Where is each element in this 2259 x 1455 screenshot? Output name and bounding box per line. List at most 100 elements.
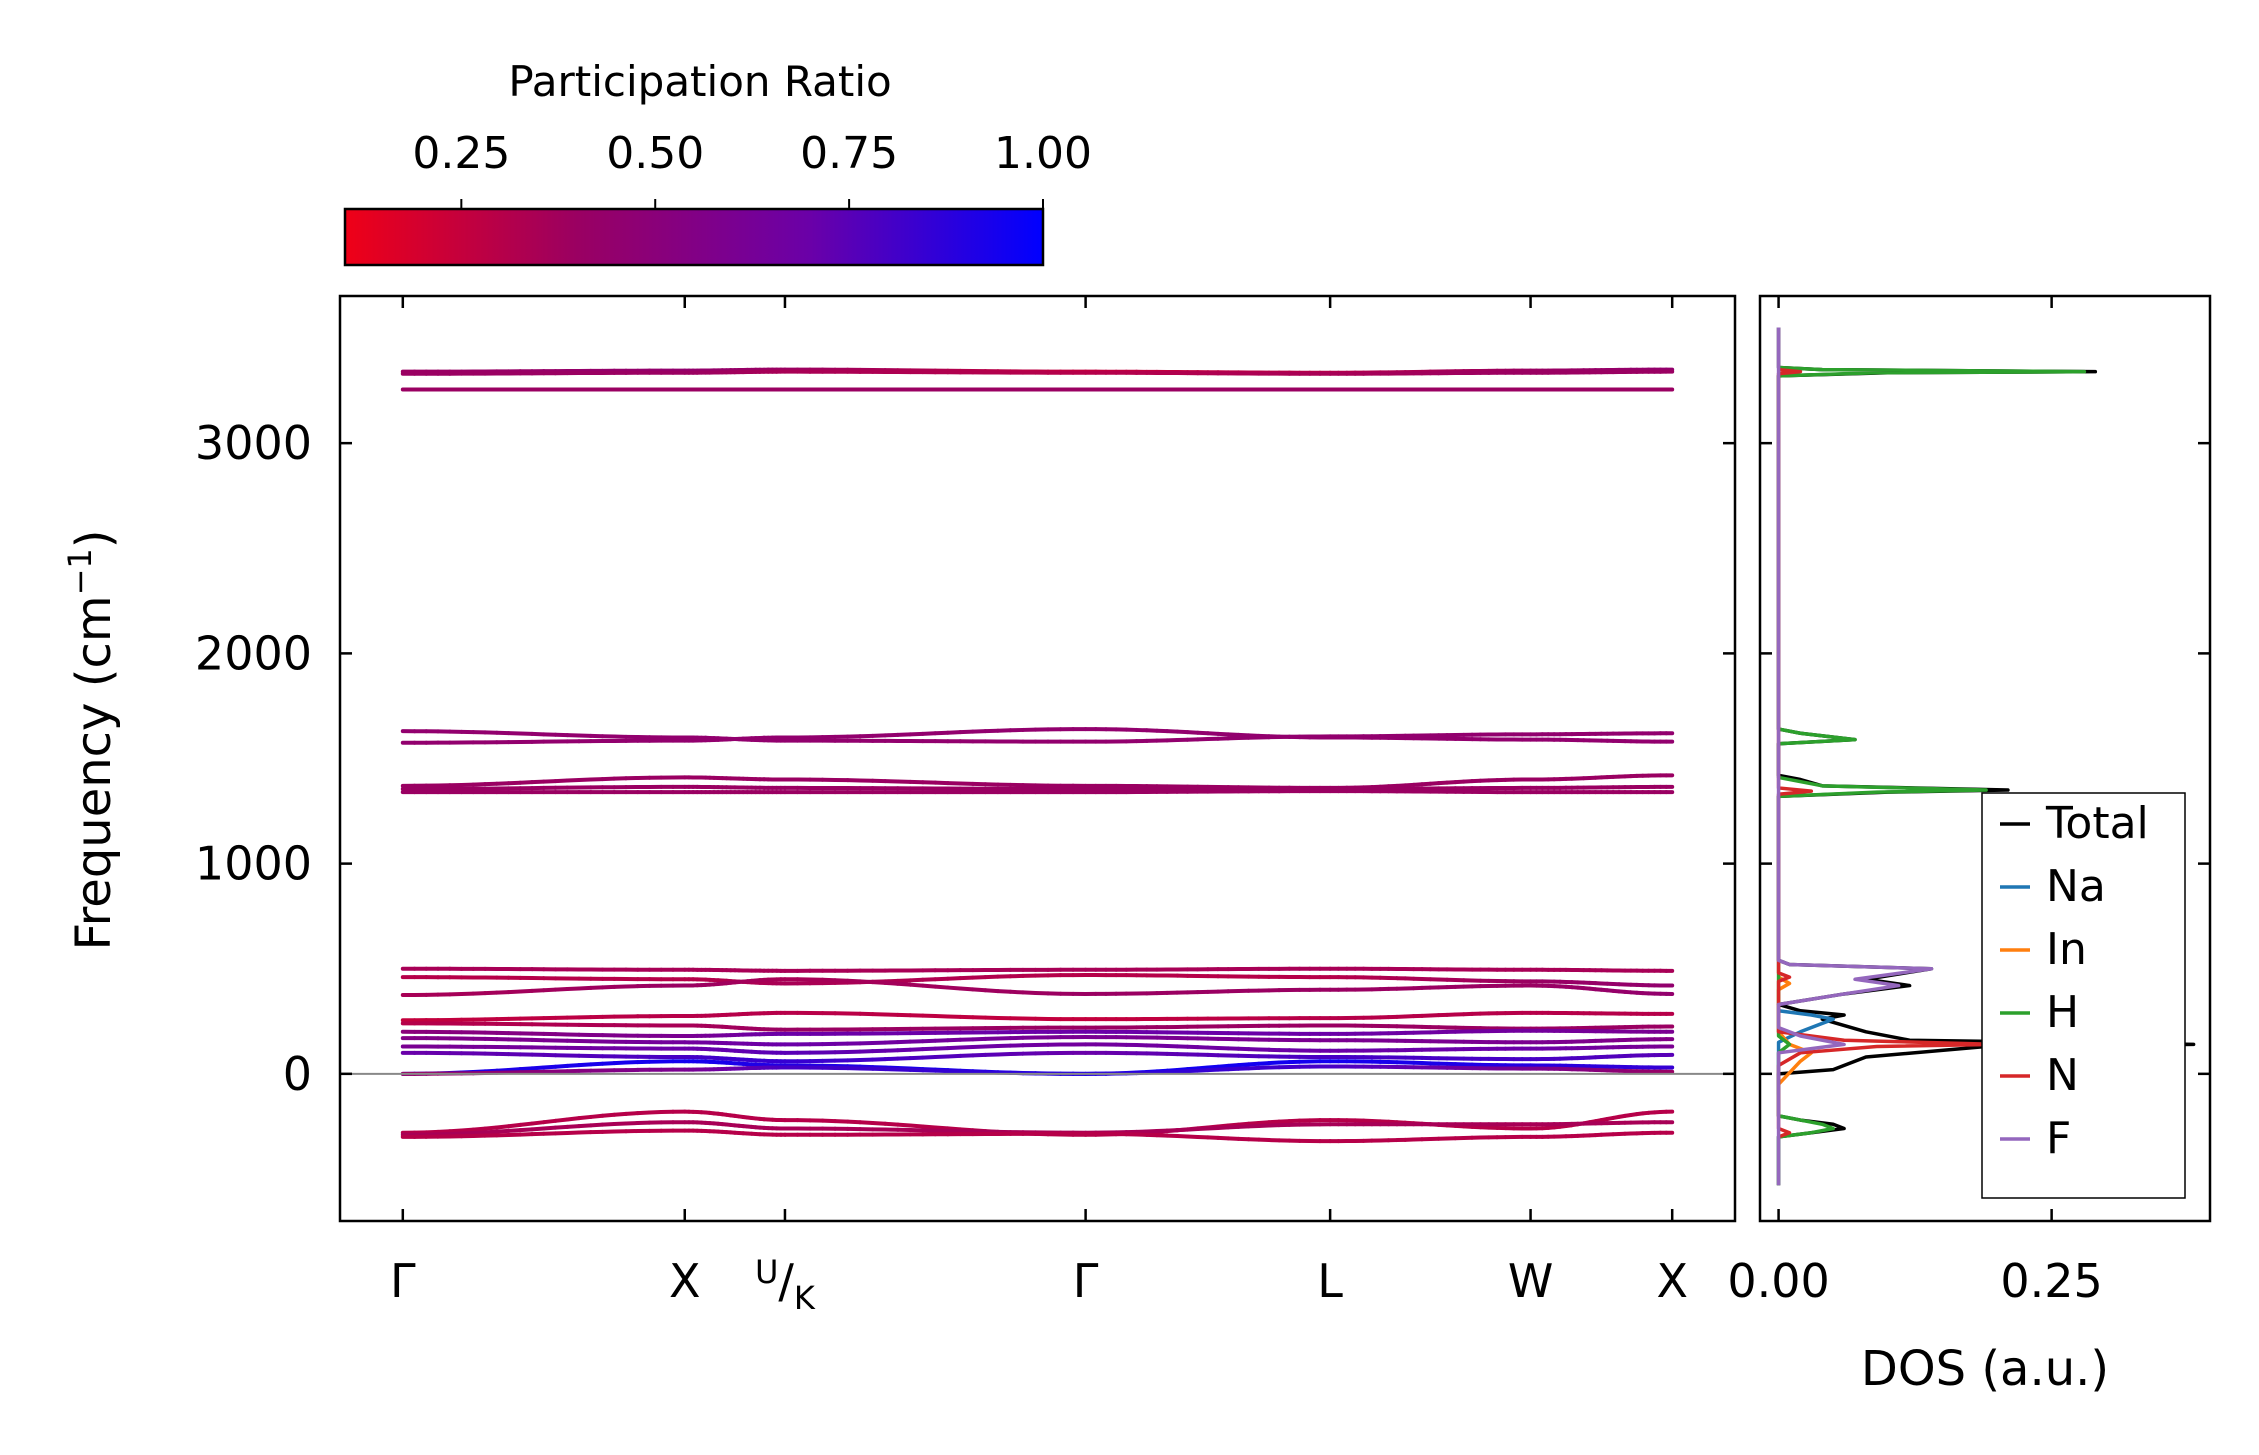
band-segment: [958, 1045, 975, 1050]
band-segment: [945, 1045, 963, 1051]
band-segment: [908, 1055, 925, 1061]
legend-label: F: [2046, 1113, 2071, 1164]
dos-plot-frame: [1758, 294, 2212, 1223]
dos-lines: [1776, 327, 2196, 1186]
phonon-band: [400, 1028, 1675, 1038]
legend-label: In: [2046, 924, 2087, 975]
band-segment: [933, 1046, 950, 1051]
band-segment: [983, 988, 1000, 994]
k-point-label: X: [669, 1254, 701, 1308]
band-segment: [895, 1056, 913, 1061]
band-segment: [883, 1121, 900, 1127]
band-segment: [895, 1047, 913, 1053]
legend-label: Total: [2045, 798, 2149, 849]
phonon-band: [400, 369, 1675, 376]
band-segment: [845, 1119, 863, 1125]
band-segment: [858, 1120, 875, 1125]
phonon-band: [400, 1010, 1675, 1023]
k-point-label: Γ: [1073, 1254, 1099, 1308]
band-lines: [400, 367, 1675, 1144]
colorbar-tick-label: 0.50: [606, 128, 704, 179]
band-segment: [920, 1046, 938, 1052]
band-segment: [933, 984, 950, 990]
band-segment: [908, 977, 925, 983]
dos-y-ticks: [1760, 441, 2210, 1076]
band-segment: [833, 978, 850, 983]
band-structure-panel: Γ X U/K Γ L W X 0 1000 2000 3000 Frequency (cm−1): [61, 294, 1737, 1317]
phonon-band: [400, 789, 1675, 795]
dos-panel: 0.00 0.25 DOS (a.u.) Total Na In HNF: [1727, 294, 2212, 1397]
band-segment: [895, 981, 913, 987]
phonon-band: [400, 1050, 1675, 1064]
phonon-band: [400, 1035, 1675, 1047]
band-segment: [945, 730, 963, 735]
dos-x-tick-label: 0.00: [1727, 1254, 1829, 1308]
colorbar-tick-label: 1.00: [994, 128, 1092, 179]
y-tick-label: 3000: [195, 416, 312, 470]
phonon-band: [400, 773, 1675, 790]
band-segment: [945, 976, 963, 981]
band-segment: [933, 976, 950, 982]
band-y-ticks: 0 1000 2000 3000: [195, 416, 1735, 1101]
legend-label: H: [2046, 987, 2079, 1038]
phonon-band: [400, 727, 1675, 745]
band-segment: [933, 730, 950, 736]
phonon-band: [400, 973, 1675, 988]
dos-x-tick-label: 0.25: [2000, 1254, 2102, 1308]
phonon-band: [400, 977, 1675, 998]
y-tick-label: 2000: [195, 626, 312, 680]
colorbar: Participation Ratio 0.25 0.50 0.75 1.00: [343, 57, 1092, 267]
dos-curve-f: [1776, 327, 1934, 1186]
phonon-band: [400, 1042, 1675, 1055]
band-segment: [920, 983, 938, 989]
phonon-band: [400, 966, 1675, 973]
band-segment: [958, 986, 975, 992]
colorbar-tick-label: 0.75: [800, 128, 898, 179]
k-point-label: X: [1656, 1254, 1688, 1308]
band-segment: [958, 729, 975, 735]
band-segment: [883, 980, 900, 986]
band-segment: [870, 980, 888, 985]
k-point-label: W: [1508, 1254, 1553, 1308]
legend-frame: [1981, 792, 2186, 1199]
phonon-band: [400, 1064, 1675, 1076]
band-segment: [945, 1053, 963, 1059]
band-segment: [833, 1119, 850, 1124]
colorbar-tick-label: 0.25: [412, 128, 510, 179]
band-segment: [908, 1123, 925, 1129]
colorbar-title: Participation Ratio: [508, 57, 891, 106]
y-tick-label: 0: [283, 1047, 312, 1101]
band-segment: [845, 978, 863, 984]
band-segment: [895, 732, 913, 737]
phonon-band: [400, 1021, 1675, 1032]
legend-items: Total Na In HNF: [2000, 798, 2149, 1164]
band-segment: [908, 982, 925, 988]
colorbar-ticks: 0.25 0.50 0.75 1.00: [412, 128, 1092, 265]
colorbar-gradient: [343, 207, 1045, 267]
band-segment: [895, 1122, 913, 1128]
k-point-label: U/K: [755, 1253, 816, 1317]
k-point-label: L: [1317, 1254, 1343, 1308]
legend-label: N: [2046, 1050, 2079, 1101]
band-segment: [945, 985, 963, 991]
legend-label: Na: [2046, 861, 2106, 912]
band-segment: [995, 989, 1013, 994]
dos-legend: Total Na In HNF: [1981, 792, 2186, 1199]
phonon-band: [400, 1128, 1675, 1144]
band-segment: [970, 987, 988, 993]
band-segment: [908, 731, 925, 737]
dos-curve-h: [1776, 365, 2087, 1186]
band-segment: [858, 979, 875, 985]
band-plot-frame: [338, 294, 1737, 1223]
dos-curve-n: [1776, 367, 1999, 1139]
dos-x-axis-label: DOS (a.u.): [1861, 1341, 2109, 1397]
dos-x-ticks: 0.00 0.25: [1727, 296, 2103, 1308]
band-segment: [920, 731, 938, 736]
phonon-band: [400, 784, 1675, 791]
band-segment: [958, 975, 975, 981]
band-segment: [933, 1125, 950, 1131]
k-point-label: Γ: [390, 1254, 416, 1308]
y-tick-label: 1000: [195, 837, 312, 891]
band-x-ticks: Γ X U/K Γ L W X: [390, 296, 1688, 1317]
